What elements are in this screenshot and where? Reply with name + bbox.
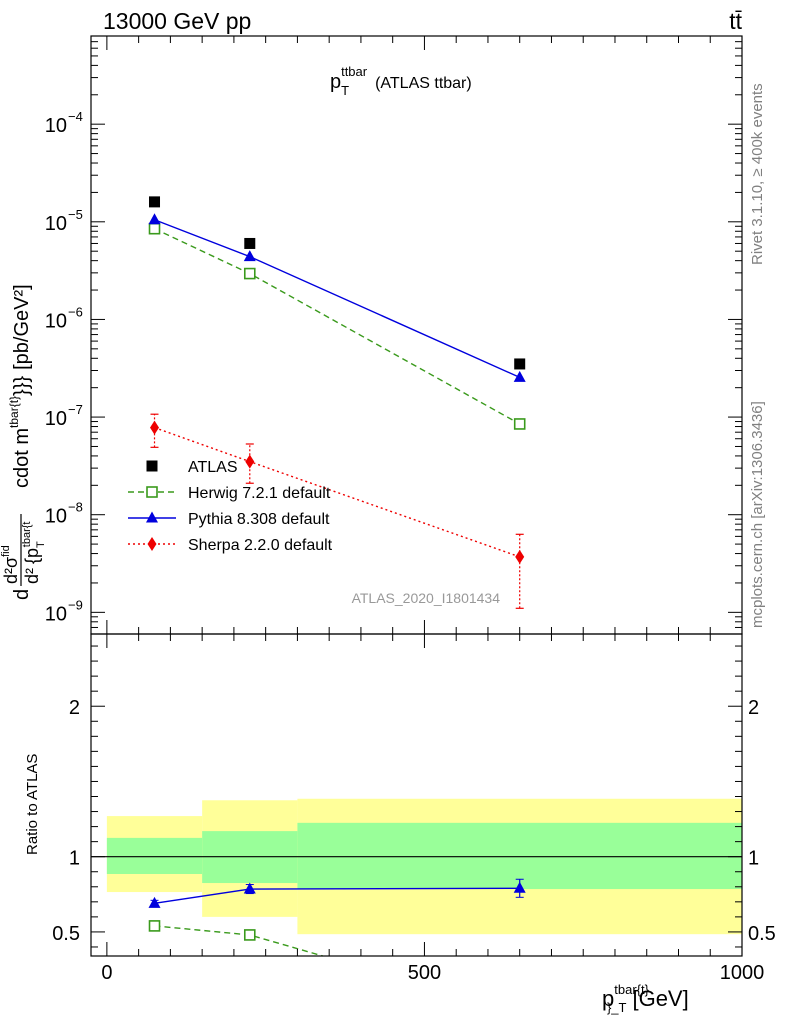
svg-text:d: d — [11, 589, 33, 600]
ratio-bands — [106, 798, 742, 935]
legend-entry: Herwig 7.2.1 default — [128, 485, 331, 502]
ratio-panel: 0.5 0.5 1 1 2 2 0 500 1000 Ratio to ATLAS ptbar{… — [24, 633, 776, 1015]
x-tick-label: 1000 — [720, 962, 765, 984]
legend-marker — [146, 460, 158, 472]
beam-label: 13000 GeV pp — [103, 8, 251, 34]
x-tick-label: 500 — [408, 962, 441, 984]
data-point — [243, 267, 256, 280]
ratio-y-tick-label: 1 — [69, 848, 80, 870]
data-point — [149, 196, 161, 208]
legend-label: Herwig 7.2.1 default — [188, 485, 331, 502]
y-tick-exponent: −6 — [68, 304, 83, 319]
ratio-point — [243, 929, 256, 941]
y-tick-exponent: −4 — [68, 109, 83, 124]
data-point — [244, 237, 256, 249]
legend-marker — [147, 537, 157, 551]
y-tick-exponent: −7 — [68, 402, 83, 417]
ratio-band-stat — [297, 822, 742, 890]
ylabel-main: cdot mtbar{t}}}}[pb/GeV²] — [7, 284, 33, 488]
y-tick-label: 10 — [45, 408, 67, 430]
data-point — [245, 454, 255, 469]
legend: ATLAS Herwig 7.2.1 default Pythia 8.308 de… — [128, 459, 333, 554]
legend-label: ATLAS — [188, 459, 238, 476]
ratio-point — [148, 920, 161, 932]
y-tick-label: 10 — [45, 603, 67, 625]
legend-marker — [146, 486, 158, 498]
data-point — [515, 549, 525, 564]
series-line — [154, 228, 521, 425]
ylabel-frac-den: d²{pTtbar{t — [21, 522, 47, 584]
main-y-label: d d²σfid d²{pTtbar{t cdot mtbar{t}}}}[pb… — [0, 284, 47, 600]
series-pythia — [148, 213, 526, 382]
ratio-y-tick-label-right: 0.5 — [748, 923, 776, 945]
ratio-point — [148, 896, 161, 908]
ratio-point — [513, 881, 526, 893]
ratio-y-tick-label: 2 — [69, 697, 80, 719]
y-tick-exponent: −5 — [68, 207, 83, 222]
legend-entry: Pythia 8.308 default — [128, 511, 330, 528]
y-tick-label: 10 — [45, 506, 67, 528]
data-point — [148, 222, 161, 235]
series-sherpa — [150, 413, 525, 609]
ratio-ticks: 0.5 0.5 1 1 2 2 0 500 1000 — [52, 634, 776, 984]
legend-entry: Sherpa 2.2.0 default — [128, 537, 333, 554]
plot-title: pTttbar(ATLAS ttbar) — [330, 64, 472, 98]
x-axis-label: ptbar{t}}_T [GeV] — [602, 982, 689, 1015]
legend-label: Sherpa 2.2.0 default — [188, 537, 333, 554]
series-herwig — [148, 222, 526, 430]
data-point — [150, 420, 160, 435]
data-point — [514, 358, 526, 370]
ylabel-d: d — [11, 589, 33, 600]
data-point — [513, 418, 526, 430]
data-point — [148, 213, 161, 225]
legend-label: Pythia 8.308 default — [188, 511, 330, 528]
data-point — [513, 370, 526, 382]
process-label: tt̄ — [729, 8, 742, 34]
main-ticks: 10−910−810−710−610−510−4 — [45, 35, 743, 635]
ratio-point — [243, 882, 256, 894]
y-tick-exponent: −8 — [68, 500, 83, 515]
y-tick-label: 10 — [45, 115, 67, 137]
x-tick-label: 0 — [101, 962, 112, 984]
ratio-band-stat — [106, 837, 203, 874]
series-line — [154, 219, 520, 379]
main-marks — [148, 196, 526, 609]
legend-entry: ATLAS — [146, 459, 238, 476]
y-tick-exponent: −9 — [68, 597, 83, 612]
mcplots-label: mcplots.cern.ch [arXiv:1306.3436] — [749, 401, 766, 628]
ratio-series-pythia — [148, 878, 526, 908]
ratio-y-tick-label-right: 1 — [748, 848, 759, 870]
rivet-label: Rivet 3.1.10, ≥ 400k events — [749, 83, 766, 265]
ratio-frame — [90, 633, 743, 957]
ratio-y-label: Ratio to ATLAS — [24, 754, 41, 855]
ylabel-frac-num: d²σfid — [0, 545, 21, 584]
ratio-y-tick-label-right: 2 — [748, 697, 759, 719]
ratio-series-herwig — [148, 920, 324, 957]
legend-marker — [146, 511, 158, 523]
ratio-y-tick-label: 0.5 — [52, 923, 80, 945]
y-tick-label: 10 — [45, 213, 67, 235]
analysis-tag: ATLAS_2020_I1801434 — [352, 590, 501, 606]
main-panel: 10−910−810−710−610−510−4 pTttbar(ATLAS t… — [0, 35, 743, 635]
ratio-marks — [91, 856, 742, 957]
y-tick-label: 10 — [45, 310, 67, 332]
series-atlas — [149, 196, 526, 370]
data-point — [243, 250, 256, 262]
